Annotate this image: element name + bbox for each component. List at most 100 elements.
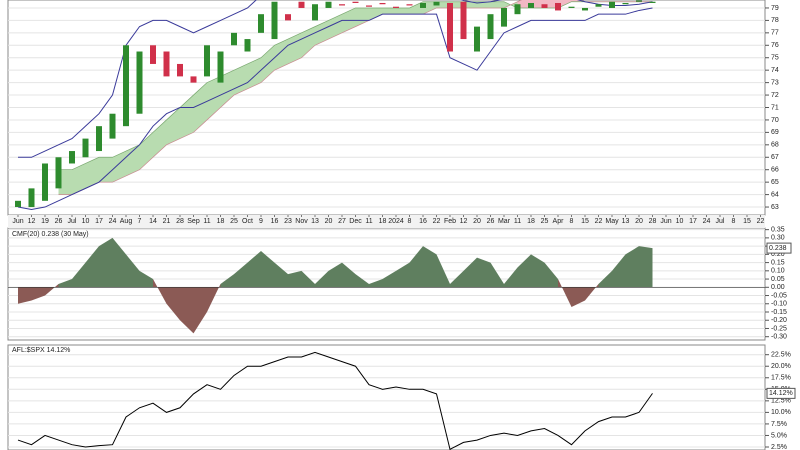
y-tick-label: 0.20 — [771, 251, 785, 258]
x-tick-label: 18 — [527, 218, 535, 225]
x-tick-label: 24 — [109, 218, 117, 225]
candle — [96, 126, 102, 152]
y-tick-label: 0.35 — [771, 226, 785, 233]
candle — [285, 14, 291, 21]
rs-line — [17, 351, 653, 450]
candle — [258, 14, 264, 33]
x-tick-label: 25 — [541, 218, 549, 225]
cloud-edge — [58, 1, 653, 171]
candle — [190, 76, 197, 83]
x-tick-label: 8 — [732, 218, 736, 225]
x-tick-label: Apr — [553, 218, 565, 225]
area-segment — [585, 284, 599, 301]
cloud — [220, 70, 234, 108]
y-tick-label: -0.30 — [771, 334, 787, 341]
cmf-title: CMF(20) 0.238 (30 May) — [12, 231, 89, 238]
y-tick-label: 0.30 — [771, 235, 785, 242]
area-segment — [112, 237, 126, 288]
y-tick-label: -0.10 — [771, 301, 787, 308]
area-segment — [423, 246, 437, 288]
area-segment — [234, 262, 248, 288]
x-tick-label: Jun — [660, 218, 671, 225]
x-tick-label: Nov — [295, 218, 308, 225]
candle — [406, 4, 413, 6]
area-segment — [58, 279, 72, 288]
area-segment — [639, 246, 653, 288]
candle — [204, 45, 210, 77]
y-tick-label: 0.10 — [771, 268, 785, 275]
x-tick-label: 22 — [595, 218, 603, 225]
area-segment — [261, 251, 275, 288]
y-tick-label: 63 — [771, 204, 779, 211]
candle — [69, 151, 75, 164]
cloud — [99, 157, 113, 183]
candle — [339, 4, 345, 6]
y-tick-label: -0.05 — [771, 292, 787, 299]
x-tick-label: 28 — [176, 218, 184, 225]
y-tick-label: 66 — [771, 167, 779, 174]
x-tick-label: 12 — [28, 218, 36, 225]
candle — [447, 2, 453, 52]
area-segment — [166, 287, 180, 321]
y-tick-label: 79 — [771, 5, 779, 12]
area-segment — [220, 274, 234, 288]
cloud — [396, 7, 410, 15]
current-tag — [766, 387, 796, 399]
cloud — [531, 0, 545, 8]
cloud — [274, 39, 288, 71]
cloud — [409, 1, 423, 15]
cloud — [328, 14, 342, 40]
candle — [271, 1, 278, 40]
x-tick-label: 17 — [689, 218, 697, 225]
cloud — [355, 7, 369, 27]
cloud — [139, 132, 153, 170]
area-segment — [247, 251, 261, 288]
x-tick-label: 20 — [325, 218, 333, 225]
cloud — [450, 1, 464, 8]
y-tick-label: 10.0% — [771, 409, 791, 416]
x-tick-label: 8 — [408, 218, 412, 225]
area-segment — [301, 270, 315, 288]
cloud — [490, 1, 504, 8]
cloud — [382, 7, 396, 15]
y-tick-label: 0.00 — [771, 284, 785, 291]
y-tick-label: 20.0% — [771, 363, 791, 370]
area-segment — [504, 267, 518, 288]
current-tag — [766, 242, 792, 254]
area-segment — [369, 279, 383, 288]
x-tick-label: 26 — [487, 218, 495, 225]
candle — [487, 14, 494, 40]
x-tick-label: 13 — [311, 218, 319, 225]
area-segment — [72, 262, 86, 288]
y-tick-label: 76 — [771, 42, 779, 49]
x-tick-label: 27 — [338, 218, 346, 225]
cloud — [436, 1, 450, 8]
cloud — [463, 1, 477, 8]
candle — [217, 51, 224, 83]
candle — [393, 6, 399, 8]
cloud-edge — [58, 0, 653, 195]
area-segment — [558, 279, 572, 308]
y-tick-label: -0.25 — [771, 325, 787, 332]
x-tick-label: 15 — [581, 218, 589, 225]
candle — [636, 0, 642, 2]
cloud — [72, 163, 86, 195]
area-segment — [315, 270, 329, 288]
x-tick-label: Oct — [242, 218, 253, 225]
area-segment — [207, 284, 221, 312]
y-tick-label: 70 — [771, 117, 779, 124]
candle — [312, 4, 318, 21]
candle — [433, 1, 440, 6]
candle — [352, 1, 359, 3]
candle — [460, 1, 467, 40]
area-segment — [450, 270, 464, 288]
x-tick-label: 10 — [82, 218, 90, 225]
y-tick-label: 0.05 — [771, 276, 785, 283]
area-segment — [342, 262, 356, 288]
area-segment — [396, 262, 410, 288]
candle — [244, 39, 251, 52]
x-tick-label: Dec — [349, 218, 362, 225]
candle — [420, 2, 426, 8]
x-tick-label: Aug — [120, 218, 133, 225]
candle — [474, 26, 480, 52]
